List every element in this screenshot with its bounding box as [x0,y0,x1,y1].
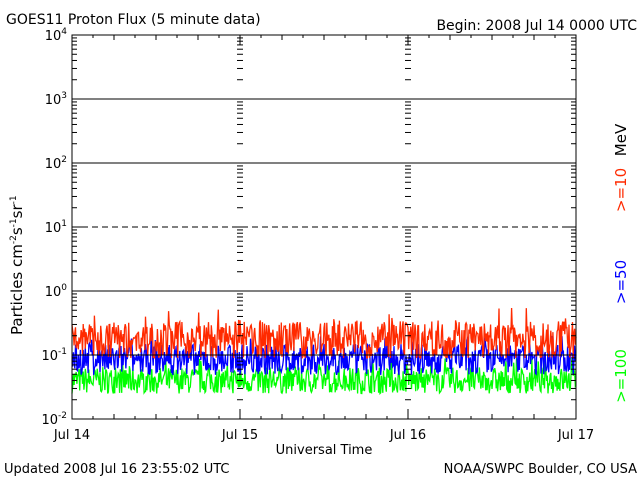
x-tick-labels: Jul 14 Jul 15 Jul 16 Jul 17 [53,428,594,443]
legend-unit: MeV [612,123,630,156]
legend-ge50: >=50 [612,260,630,304]
x-tick-label: Jul 15 [221,428,258,443]
begin-time: Begin: 2008 Jul 14 0000 UTC [436,18,637,34]
y-tick-label: 104 [45,27,68,44]
y-tick-labels: 104 103 102 101 100 10-1 10-2 [41,27,67,428]
data-series-layer [71,307,577,396]
chart-title: GOES11 Proton Flux (5 minute data) [6,12,261,28]
y-tick-label: 102 [45,155,67,172]
legend-ge100: >=100 [612,349,630,403]
x-axis-label: Universal Time [276,443,373,458]
series-line-ge10 [71,307,577,360]
y-tick-label: 103 [45,91,67,108]
reference-lines [72,98,576,356]
y-tick-label: 101 [45,219,67,236]
x-tick-label: Jul 14 [53,428,90,443]
x-tick-label: Jul 17 [557,428,594,443]
y-axis-label: Particles cm-2s-1sr-1 [8,195,26,335]
y-tick-label: 10-1 [41,347,67,364]
updated-timestamp: Updated 2008 Jul 16 23:55:02 UTC [4,462,229,477]
plot-frame [71,34,577,420]
y-tick-label: 100 [45,283,68,300]
x-tick-label: Jul 16 [389,428,426,443]
legend-ge10: >=10 [612,168,630,212]
series-line-ge50 [72,335,577,376]
series-line-ge100 [71,358,577,396]
y-tick-label: 10-2 [41,411,67,428]
credit-text: NOAA/SWPC Boulder, CO USA [444,462,637,477]
